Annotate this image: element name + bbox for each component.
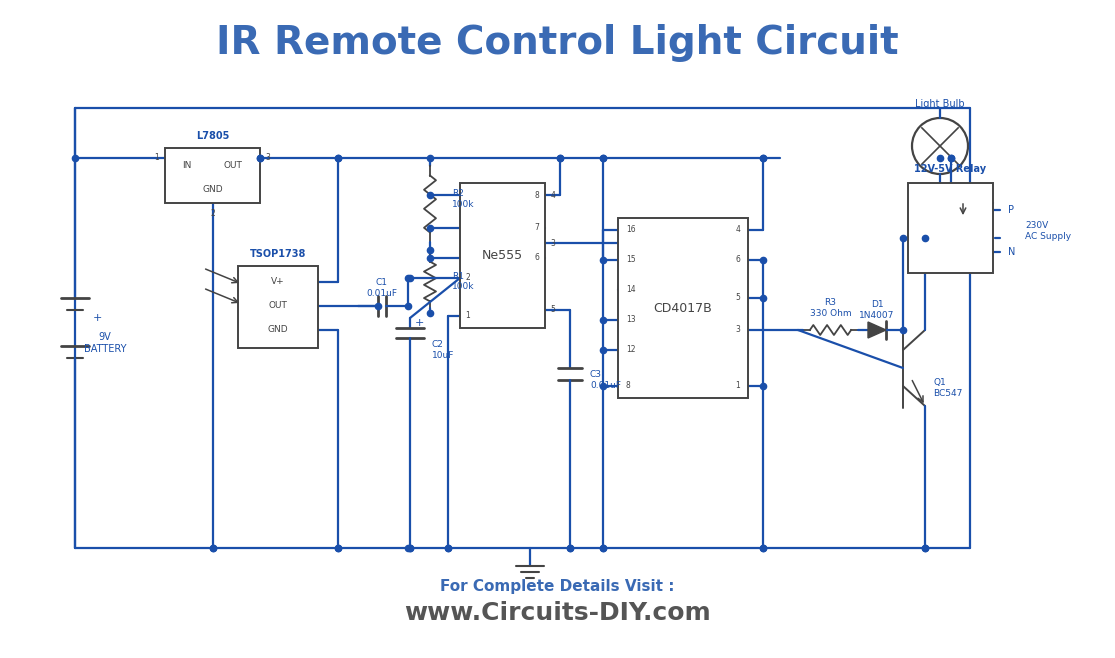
Text: R1
100k: R1 100k — [452, 272, 475, 291]
Text: +: + — [415, 318, 425, 328]
Text: GND: GND — [202, 184, 223, 193]
Text: L7805: L7805 — [196, 131, 230, 141]
Text: C2
10uF: C2 10uF — [432, 340, 455, 360]
Bar — [460, 183, 545, 328]
Text: 4: 4 — [551, 191, 555, 199]
Text: OUT: OUT — [269, 301, 288, 311]
Text: Q1
BC547: Q1 BC547 — [933, 378, 962, 397]
Text: 5: 5 — [551, 305, 555, 315]
Bar — [165, 148, 260, 203]
Text: 1: 1 — [155, 153, 159, 163]
Text: R2
100k: R2 100k — [452, 190, 475, 209]
Text: 14: 14 — [626, 286, 636, 295]
Text: 4: 4 — [735, 226, 740, 234]
Text: For Complete Details Visit :: For Complete Details Visit : — [440, 578, 675, 594]
Text: V+: V+ — [271, 278, 284, 286]
Text: 5: 5 — [735, 293, 740, 303]
Bar — [618, 218, 748, 398]
Text: www.Circuits-DIY.com: www.Circuits-DIY.com — [404, 601, 711, 625]
Text: 8: 8 — [534, 191, 540, 199]
Text: CD4017B: CD4017B — [653, 301, 712, 315]
Text: 1: 1 — [466, 311, 471, 320]
Text: 2: 2 — [466, 274, 471, 282]
Text: 3: 3 — [551, 238, 555, 247]
Text: 16: 16 — [626, 226, 636, 234]
Text: Light Bulb: Light Bulb — [915, 99, 964, 109]
Text: C3
0.01uF: C3 0.01uF — [590, 370, 621, 390]
Text: 2: 2 — [210, 209, 215, 218]
Polygon shape — [867, 322, 886, 338]
Text: 230V
AC Supply: 230V AC Supply — [1025, 221, 1072, 241]
Text: 3: 3 — [735, 326, 740, 334]
Text: 9V
BATTERY: 9V BATTERY — [84, 332, 126, 354]
Text: 3: 3 — [265, 153, 271, 163]
Text: R3
330 Ohm: R3 330 Ohm — [809, 298, 852, 318]
Text: N: N — [1008, 247, 1016, 257]
Text: 12V-5V Relay: 12V-5V Relay — [914, 164, 987, 174]
Text: OUT: OUT — [224, 161, 242, 170]
Text: IN: IN — [183, 161, 192, 170]
Text: 15: 15 — [626, 255, 636, 265]
Text: D1
1N4007: D1 1N4007 — [860, 300, 894, 320]
Text: 12: 12 — [626, 345, 636, 355]
Text: GND: GND — [268, 326, 289, 334]
Text: TSOP1738: TSOP1738 — [250, 249, 307, 259]
Text: 7: 7 — [534, 224, 540, 232]
Text: 6: 6 — [534, 253, 540, 263]
Text: 13: 13 — [626, 315, 636, 324]
Text: Ne555: Ne555 — [482, 249, 523, 262]
Text: 6: 6 — [735, 255, 740, 265]
Text: 1: 1 — [735, 382, 740, 390]
Text: C1
0.01uF: C1 0.01uF — [367, 278, 398, 297]
Text: +: + — [93, 313, 101, 323]
Text: 8: 8 — [626, 382, 631, 390]
Text: P: P — [1008, 205, 1014, 215]
Bar — [908, 183, 993, 273]
Text: IR Remote Control Light Circuit: IR Remote Control Light Circuit — [216, 24, 899, 62]
Bar — [237, 266, 318, 348]
